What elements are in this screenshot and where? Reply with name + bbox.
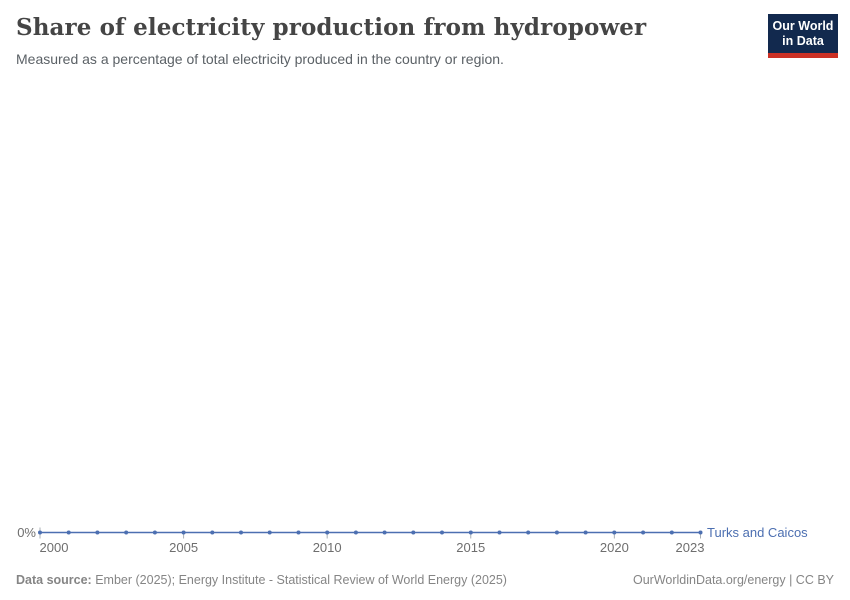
owid-logo-line2: in Data <box>782 34 824 48</box>
chart-header: Share of electricity production from hyd… <box>16 14 838 68</box>
y-axis-tick-label: 0% <box>17 525 36 540</box>
x-axis-tick-label: 2005 <box>169 540 198 555</box>
data-point[interactable] <box>497 530 502 535</box>
data-point[interactable] <box>267 530 272 535</box>
x-axis-tick-label: 2020 <box>600 540 629 555</box>
data-point[interactable] <box>38 530 42 535</box>
x-axis-tick-label: 2010 <box>313 540 342 555</box>
data-point[interactable] <box>210 530 215 535</box>
chart-subtitle: Measured as a percentage of total electr… <box>16 50 504 67</box>
data-point[interactable] <box>554 530 559 535</box>
data-point[interactable] <box>239 530 243 535</box>
chart-titles: Share of electricity production from hyd… <box>16 14 646 68</box>
data-point[interactable] <box>95 530 100 535</box>
owid-url-license[interactable]: OurWorldinData.org/energy | CC BY <box>632 573 834 587</box>
data-point[interactable] <box>440 530 444 535</box>
data-point[interactable] <box>526 530 531 535</box>
data-point[interactable] <box>468 530 473 535</box>
data-point[interactable] <box>325 530 330 535</box>
data-source-note: Data source: Ember (2025); Energy Instit… <box>16 573 507 588</box>
data-point[interactable] <box>382 530 387 535</box>
x-axis-tick-label: 2015 <box>456 540 485 555</box>
data-point[interactable] <box>411 530 416 535</box>
data-point[interactable] <box>612 530 617 535</box>
data-point[interactable] <box>66 530 71 535</box>
x-axis-tick-label: 2000 <box>40 540 69 555</box>
data-point[interactable] <box>583 530 588 535</box>
data-source-label: Data source: <box>16 573 92 587</box>
owid-logo-red-bar <box>768 53 838 58</box>
owid-logo-text: Our World in Data <box>768 14 838 53</box>
chart-title: Share of electricity production from hyd… <box>16 14 647 41</box>
data-point[interactable] <box>669 530 674 535</box>
data-point[interactable] <box>698 530 703 535</box>
chart-footer: Data source: Ember (2025); Energy Instit… <box>16 573 834 588</box>
series-end-label[interactable]: Turks and Caicos <box>707 525 808 540</box>
data-source-text: Ember (2025); Energy Institute - Statist… <box>91 573 507 587</box>
x-axis-tick-label: 2023 <box>676 540 705 555</box>
owid-logo: Our World in Data <box>768 14 838 58</box>
owid-logo-line1: Our World <box>772 19 834 33</box>
data-point[interactable] <box>296 530 301 535</box>
data-point[interactable] <box>124 530 129 535</box>
data-point[interactable] <box>181 530 186 535</box>
data-point[interactable] <box>353 530 358 535</box>
data-point[interactable] <box>641 530 646 535</box>
data-point[interactable] <box>152 530 157 535</box>
